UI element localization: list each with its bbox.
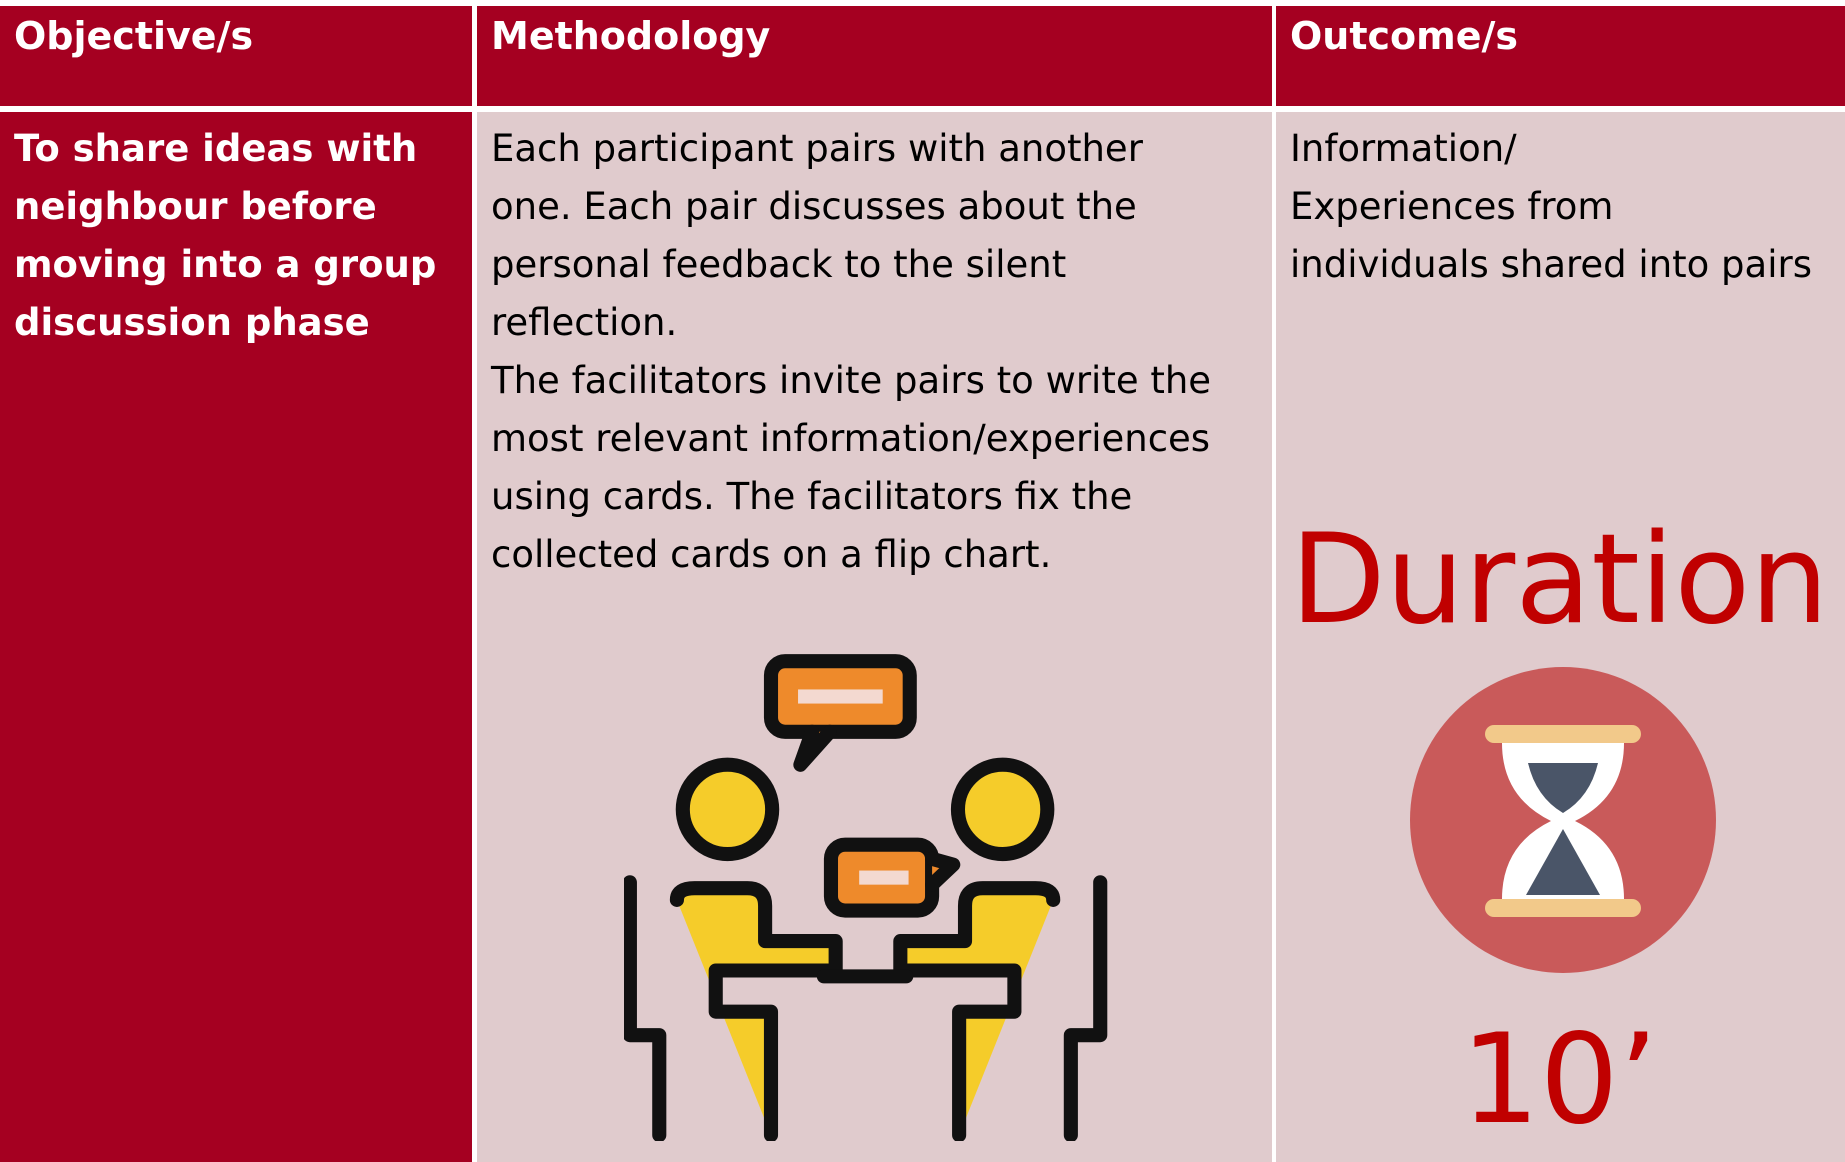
header-cell: Objective/s: [0, 6, 472, 106]
text-line: neighbour before: [14, 185, 377, 228]
hourglass-icon: [1410, 667, 1716, 973]
header-cell: Outcome/s: [1276, 6, 1845, 106]
text-line: moving into a group: [14, 243, 437, 286]
text-line: Experiences from: [1290, 185, 1614, 228]
text-line: Each participant pairs with another: [491, 127, 1143, 170]
text-line: most relevant information/experiences: [491, 417, 1211, 460]
text-line: discussion phase: [14, 301, 370, 344]
text-line: The facilitators invite pairs to write t…: [491, 359, 1212, 402]
text-line: collected cards on a flip chart.: [491, 533, 1052, 576]
text-line: Information/: [1290, 127, 1517, 170]
duration-label: Duration: [1290, 508, 1829, 652]
methodology-cell: Each participant pairs with another one. …: [477, 112, 1272, 1162]
text-line: reflection.: [491, 301, 678, 344]
text-line: one. Each pair discusses about the: [491, 185, 1137, 228]
text-line: using cards. The facilitators fix the: [491, 475, 1133, 518]
outcome-cell: Information/Experiences from individuals …: [1276, 112, 1845, 1162]
text-line: To share ideas with: [14, 127, 418, 170]
objective-cell: To share ideas with neighbour before movin…: [0, 112, 472, 1162]
text-line: individuals shared into pairs: [1290, 243, 1812, 286]
text-line: personal feedback to the silent: [491, 243, 1067, 286]
discussion-icon: [624, 654, 1108, 1141]
duration-value: 10’: [1460, 1008, 1659, 1152]
header-cell: Methodology: [477, 6, 1272, 106]
